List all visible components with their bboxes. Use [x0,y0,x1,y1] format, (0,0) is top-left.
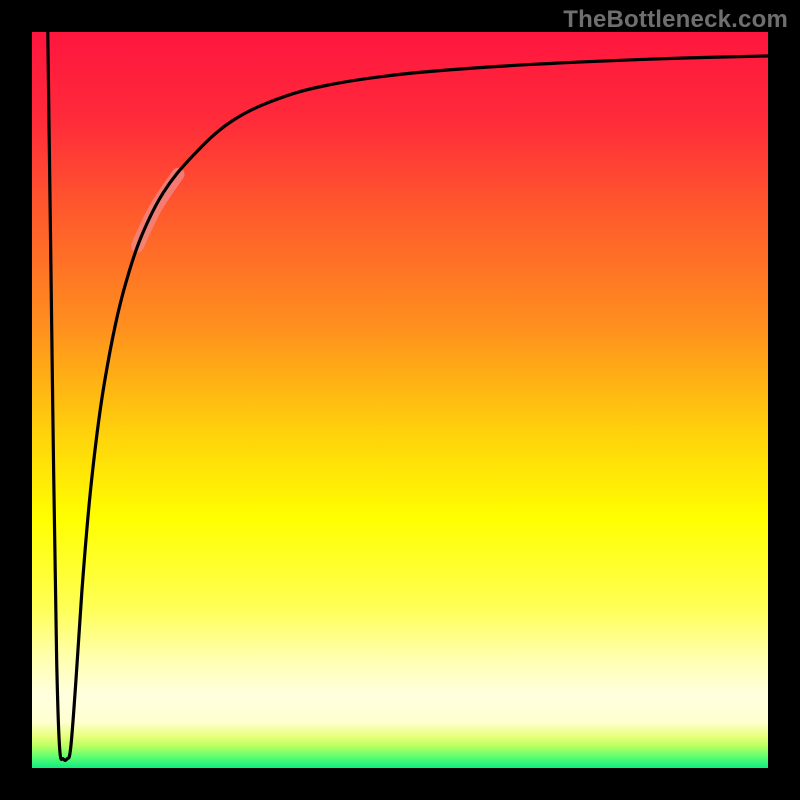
bottleneck-curve-chart [0,0,800,800]
chart-container: TheBottleneck.com [0,0,800,800]
plot-background [30,30,770,770]
